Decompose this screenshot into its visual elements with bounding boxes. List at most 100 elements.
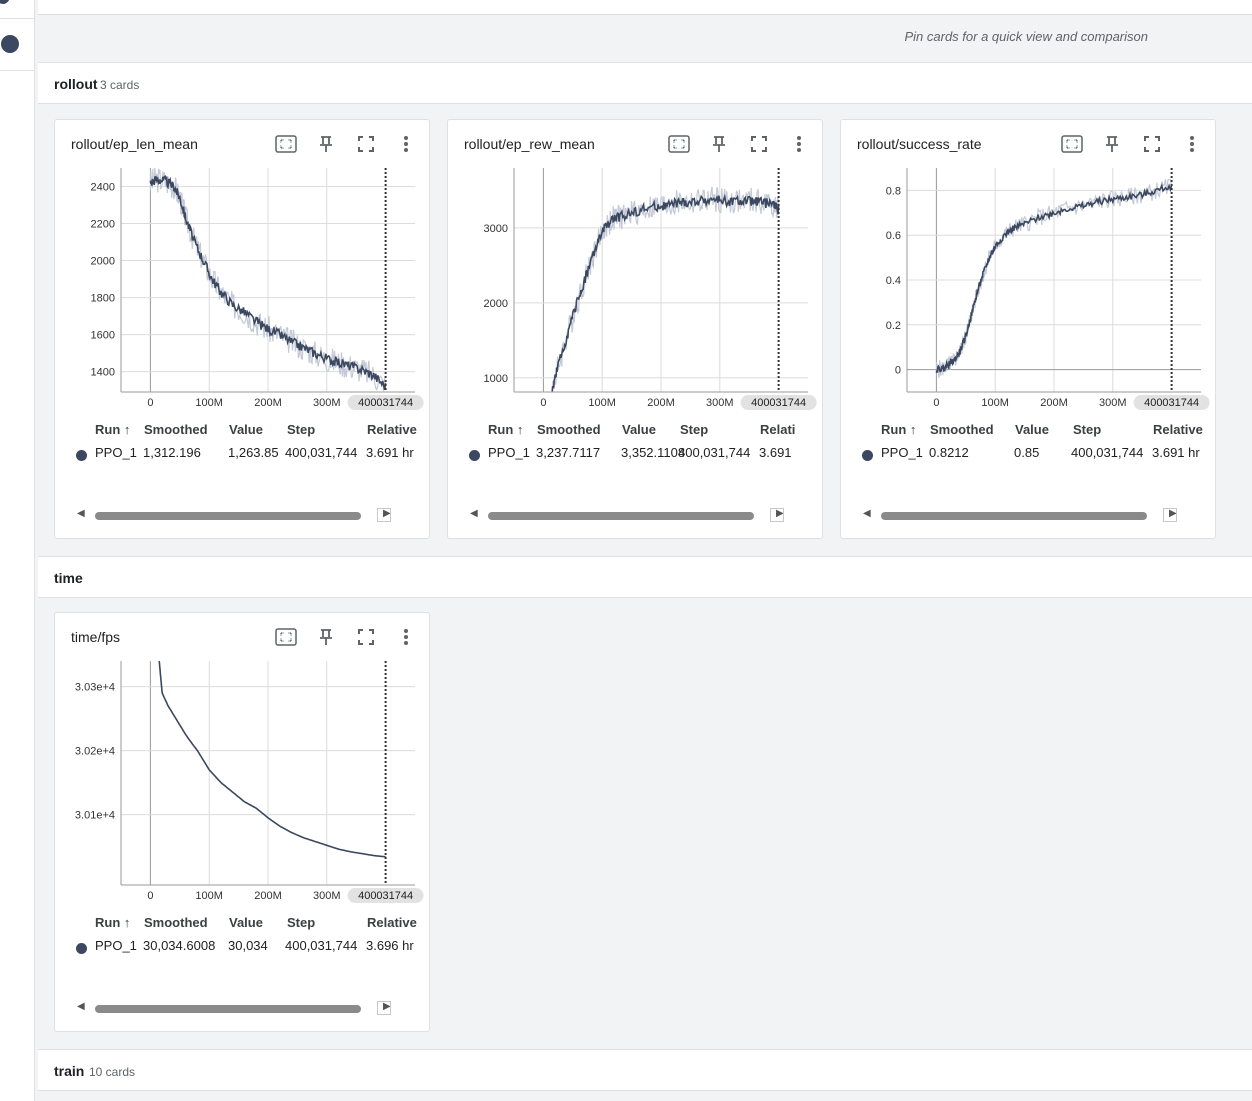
group-header-time[interactable]: time (38, 556, 1252, 598)
y-tick-label: 3.03e+4 (75, 682, 115, 694)
x-tick-label: 100M (195, 890, 223, 902)
cell-smoothed: 3,237.7117 (536, 445, 601, 460)
pin-icon[interactable] (313, 132, 339, 156)
pin-icon[interactable] (313, 625, 339, 649)
line-chart[interactable]: 0 100M 200M 300M 0 0.2 0.4 0.6 0.8 400031744 (841, 160, 1217, 410)
y-tick-label: 0.8 (886, 185, 901, 197)
scroll-left-arrow-icon[interactable]: ◀ (77, 1001, 85, 1012)
resize-handle-icon[interactable] (1163, 508, 1177, 522)
scroll-left-arrow-icon[interactable]: ◀ (863, 508, 871, 519)
fullscreen-icon[interactable] (353, 625, 379, 649)
cell-relative: 3.691 hr (366, 445, 414, 460)
x-tick-label: 300M (1099, 397, 1127, 409)
more-vert-icon[interactable] (786, 132, 812, 156)
header-value[interactable]: Value (229, 422, 263, 437)
line-chart[interactable]: 0 100M 200M 300M 3.01e+4 3.02e+4 3.03e+4 400031… (55, 653, 431, 903)
fullscreen-icon[interactable] (746, 132, 772, 156)
header-run[interactable]: Run ↑ (488, 422, 524, 437)
scroll-left-arrow-icon[interactable]: ◀ (77, 508, 85, 519)
header-run[interactable]: Run ↑ (95, 422, 131, 437)
more-vert-icon[interactable] (393, 132, 419, 156)
cell-step: 400,031,744 (285, 445, 358, 460)
header-run[interactable]: Run ↑ (881, 422, 917, 437)
resize-handle-icon[interactable] (377, 508, 391, 522)
x-tick-label: 100M (195, 397, 223, 409)
y-tick-label: 0 (895, 365, 901, 377)
header-run[interactable]: Run ↑ (95, 915, 131, 930)
header-value[interactable]: Value (229, 915, 263, 930)
table-scrollbar[interactable]: ◀ ▶ (77, 508, 411, 522)
resize-handle-icon[interactable] (377, 1001, 391, 1015)
header-smoothed[interactable]: Smoothed (930, 422, 994, 437)
header-smoothed[interactable]: Smoothed (537, 422, 601, 437)
header-relative[interactable]: Relative (1153, 422, 1203, 437)
divider (0, 70, 34, 71)
step-badge-label: 400031744 (358, 397, 413, 409)
fullscreen-icon[interactable] (353, 132, 379, 156)
scrollbar-thumb[interactable] (881, 512, 1147, 520)
scroll-right-arrow-icon[interactable]: ▶ (383, 508, 391, 519)
header-value[interactable]: Value (1015, 422, 1049, 437)
more-vert-icon[interactable] (393, 625, 419, 649)
group-header-rollout[interactable]: rollout 3 cards (38, 62, 1252, 104)
scroll-left-arrow-icon[interactable]: ◀ (470, 508, 478, 519)
x-tick-label: 0 (147, 890, 153, 902)
header-value[interactable]: Value (622, 422, 656, 437)
scalar-card: time/fps 0 100M 200M 300M 3.01e+4 3.02e+4 3.03e… (54, 612, 430, 1032)
y-tick-label: 3000 (484, 223, 508, 235)
cell-relative: 3.691 (759, 445, 792, 460)
cell-relative: 3.696 hr (366, 938, 414, 953)
cell-relative: 3.691 hr (1152, 445, 1200, 460)
x-tick-label: 200M (1040, 397, 1068, 409)
header-relative[interactable]: Relati (760, 422, 796, 437)
run-color-dot[interactable] (0, 0, 10, 4)
fit-domain-icon[interactable] (666, 132, 692, 156)
fit-domain-icon[interactable] (1059, 132, 1085, 156)
table-scrollbar[interactable]: ◀ ▶ (863, 508, 1197, 522)
group-header-train[interactable]: train 10 cards (38, 1049, 1252, 1091)
fit-domain-icon[interactable] (273, 132, 299, 156)
y-tick-label: 2200 (91, 219, 115, 231)
cell-value: 0.85 (1014, 445, 1040, 460)
pin-icon[interactable] (706, 132, 732, 156)
fullscreen-icon[interactable] (1139, 132, 1165, 156)
header-smoothed[interactable]: Smoothed (144, 422, 208, 437)
group-name: rollout (54, 76, 98, 92)
line-chart[interactable]: 0 100M 200M 300M 1400 1600 1800 2000 2200 2400 400… (55, 160, 431, 410)
header-step[interactable]: Step (1073, 422, 1102, 437)
scrollbar-thumb[interactable] (95, 1005, 361, 1013)
sort-arrow-icon: ↑ (123, 422, 131, 437)
header-step[interactable]: Step (287, 422, 316, 437)
x-tick-label: 200M (647, 397, 675, 409)
header-relative[interactable]: Relative (367, 422, 417, 437)
x-tick-label: 0 (540, 397, 546, 409)
table-header-row: Run ↑ Smoothed Value Step Relative (71, 422, 417, 442)
header-smoothed[interactable]: Smoothed (144, 915, 208, 930)
group-name: train (54, 1063, 85, 1079)
resize-handle-icon[interactable] (770, 508, 784, 522)
scroll-right-arrow-icon[interactable]: ▶ (383, 1001, 391, 1012)
badge-background (347, 395, 424, 410)
cell-step: 400,031,744 (1071, 445, 1144, 460)
cell-value: 3,352.1108 (621, 445, 686, 460)
cell-value: 30,034 (228, 938, 268, 953)
scrollbar-thumb[interactable] (488, 512, 754, 520)
line-chart[interactable]: 0 100M 200M 300M 1000 2000 3000 400031744 (448, 160, 824, 410)
scroll-right-arrow-icon[interactable]: ▶ (1169, 508, 1177, 519)
header-step[interactable]: Step (680, 422, 709, 437)
y-tick-label: 1400 (91, 367, 115, 379)
table-scrollbar[interactable]: ◀ ▶ (77, 1001, 411, 1015)
table-scrollbar[interactable]: ◀ ▶ (470, 508, 804, 522)
x-tick-label: 0 (933, 397, 939, 409)
cell-smoothed: 0.8212 (929, 445, 969, 460)
x-tick-label: 100M (981, 397, 1009, 409)
header-relative[interactable]: Relative (367, 915, 417, 930)
pin-icon[interactable] (1099, 132, 1125, 156)
more-vert-icon[interactable] (1179, 132, 1205, 156)
scroll-right-arrow-icon[interactable]: ▶ (776, 508, 784, 519)
header-step[interactable]: Step (287, 915, 316, 930)
left-run-strip (0, 0, 35, 1101)
scrollbar-thumb[interactable] (95, 512, 361, 520)
run-color-dot[interactable] (1, 35, 19, 53)
fit-domain-icon[interactable] (273, 625, 299, 649)
